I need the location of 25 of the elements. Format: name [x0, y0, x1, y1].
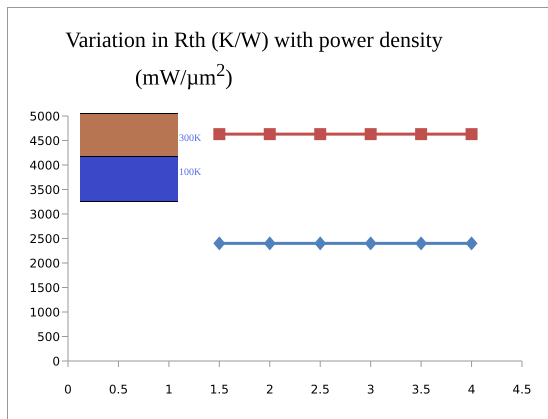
x-tick-label: 3	[366, 382, 374, 397]
y-tick-label: 5000	[29, 109, 60, 124]
annotation: 100K	[179, 167, 202, 178]
y-tick-label: 3000	[29, 207, 60, 222]
y-tick-label: 4500	[29, 134, 60, 148]
x-tick-label: 1	[165, 382, 173, 397]
x-tick-label: 1.5	[210, 382, 229, 397]
y-tick-label: 1000	[29, 305, 60, 320]
chart-subtitle: (mW/µm$^{2}$)	[135, 60, 233, 90]
annotation: 300K	[179, 133, 202, 144]
x-tick-label: 4	[468, 382, 476, 397]
y-tick-label: 4000	[29, 158, 60, 172]
y-tick-label: 2500	[29, 232, 60, 246]
x-tick-label: 0	[64, 382, 72, 397]
y-tick-label: 0	[52, 354, 60, 368]
x-tick-label: 3.5	[412, 382, 431, 397]
y-tick-label: 3500	[29, 182, 60, 197]
y-tick-label: 1500	[29, 280, 60, 295]
x-tick-label: 4.5	[512, 382, 532, 397]
x-tick-label: 2	[266, 382, 274, 397]
x-tick-label: 2.5	[310, 382, 330, 397]
chart-title: Variation in Rth (K/W) with power density	[64, 27, 444, 53]
y-tick-label: 500	[37, 330, 60, 344]
y-tick-label: 2000	[29, 256, 60, 270]
x-tick-label: 0.5	[108, 382, 128, 397]
